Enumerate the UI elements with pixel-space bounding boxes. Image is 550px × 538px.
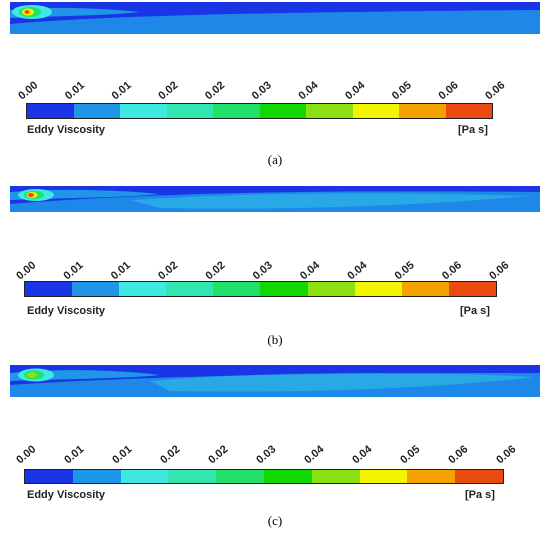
color-swatch: [260, 282, 308, 296]
color-swatch: [25, 282, 73, 296]
color-swatch: [399, 104, 446, 118]
unit-label-b: [Pa s]: [460, 305, 490, 317]
tick-label: 0.04: [296, 79, 321, 103]
color-scale-bar-b: [24, 281, 497, 297]
tick-label: 0.05: [393, 259, 417, 282]
color-swatch: [73, 104, 120, 118]
color-swatch: [166, 282, 214, 296]
tick-label: 0.02: [203, 259, 227, 282]
tick-label: 0.03: [250, 79, 274, 102]
color-swatch: [311, 470, 360, 483]
caption-a: (a): [267, 152, 283, 167]
tick-label: 0.04: [350, 443, 375, 467]
tick-label: 0.04: [343, 79, 368, 103]
tick-label: 0.06: [483, 79, 507, 102]
color-swatch: [168, 470, 217, 483]
color-swatch: [120, 104, 167, 118]
tick-label: 0.02: [156, 79, 180, 102]
unit-label-c: [Pa s]: [465, 489, 495, 501]
panel-c: 0.00 0.01 0.01 0.02 0.02 0.03 0.04 0.04 0.05 0.06…: [0, 360, 550, 538]
tick-label: 0.05: [390, 79, 414, 102]
tick-label: 0.00: [14, 259, 38, 282]
color-swatch: [352, 104, 399, 118]
eddy-viscosity-contour-a: [10, 2, 540, 34]
eddy-viscosity-contour-c: [10, 365, 540, 397]
color-scale-bar-a: [26, 103, 493, 119]
tick-label: 0.00: [14, 443, 38, 466]
tick-labels-b: 0.00 0.01 0.01 0.02 0.02 0.03 0.04 0.04 0.05 0.06…: [14, 259, 511, 283]
color-swatch: [401, 282, 449, 296]
tick-label: 0.02: [203, 79, 227, 102]
color-swatch: [307, 282, 355, 296]
tick-label: 0.01: [62, 443, 86, 466]
tick-label: 0.01: [110, 443, 134, 466]
tick-labels-a: 0.00 0.01 0.01 0.02 0.02 0.03 0.04 0.04 0.05 0.06…: [16, 79, 507, 103]
tick-label: 0.04: [345, 259, 370, 283]
tick-label: 0.05: [398, 443, 422, 466]
color-swatch: [216, 470, 264, 483]
color-swatch: [213, 104, 260, 118]
panel-b: 0.00 0.01 0.01 0.02 0.02 0.03 0.04 0.04 0.05 0.06…: [0, 180, 550, 360]
color-swatch: [306, 104, 353, 118]
color-swatch: [407, 470, 456, 483]
color-swatch: [448, 282, 496, 296]
color-swatch: [359, 470, 408, 483]
eddy-viscosity-contour-b: [10, 186, 540, 212]
tick-label: 0.06: [446, 443, 470, 466]
tick-label: 0.02: [156, 259, 180, 282]
color-swatch: [27, 104, 74, 118]
color-swatch: [166, 104, 213, 118]
tick-label: 0.01: [109, 259, 133, 282]
quantity-label-a: Eddy Viscosity: [27, 124, 106, 136]
tick-label: 0.04: [302, 443, 327, 467]
tick-label: 0.01: [63, 79, 87, 102]
color-swatch: [72, 470, 121, 483]
color-scale-bar-c: [24, 469, 504, 484]
caption-b: (b): [267, 332, 283, 347]
tick-label: 0.06: [440, 259, 464, 282]
tick-label: 0.01: [110, 79, 134, 102]
tick-label: 0.02: [158, 443, 182, 466]
panel-a: 0.00 0.01 0.01 0.02 0.02 0.03 0.04 0.04 0.05 0.06…: [0, 0, 550, 180]
tick-labels-c: 0.00 0.01 0.01 0.02 0.02 0.03 0.04 0.04 0.05 0.06…: [14, 443, 518, 467]
tick-label: 0.03: [251, 259, 275, 282]
color-swatch: [259, 104, 306, 118]
color-swatch: [445, 104, 492, 118]
quantity-label-b: Eddy Viscosity: [27, 305, 106, 317]
tick-label: 0.01: [62, 259, 86, 282]
tick-label: 0.04: [298, 259, 323, 283]
unit-label-a: [Pa s]: [458, 124, 488, 136]
quantity-label-c: Eddy Viscosity: [27, 489, 106, 501]
color-swatch: [119, 282, 167, 296]
color-swatch: [72, 282, 120, 296]
tick-label: 0.06: [437, 79, 461, 102]
tick-label: 0.06: [494, 443, 518, 466]
tick-label: 0.06: [487, 259, 511, 282]
tick-label: 0.03: [254, 443, 278, 466]
tick-label: 0.00: [16, 79, 40, 102]
color-swatch: [354, 282, 402, 296]
caption-c: (c): [267, 513, 283, 528]
color-swatch: [120, 470, 169, 483]
tick-label: 0.02: [206, 443, 230, 466]
color-swatch: [455, 470, 503, 483]
color-swatch: [213, 282, 261, 296]
color-swatch: [263, 470, 312, 483]
color-swatch: [25, 470, 73, 483]
